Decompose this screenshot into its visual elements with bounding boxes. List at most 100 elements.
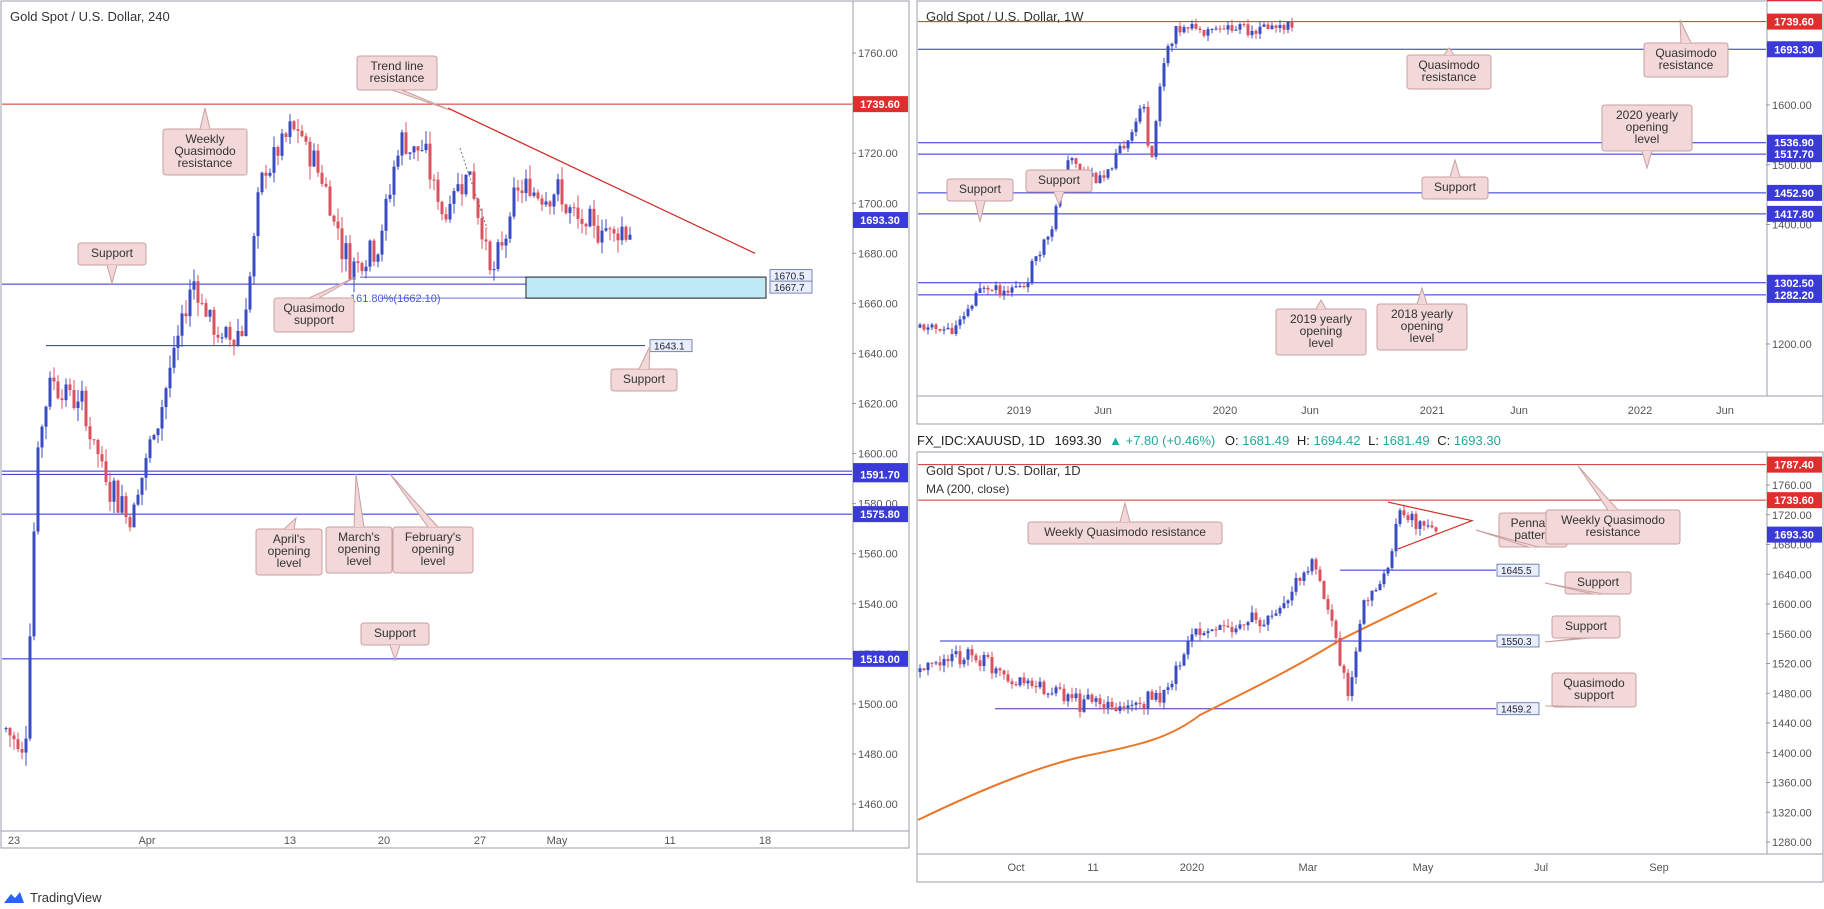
h4-chart-title: Gold Spot / U.S. Dollar, 240 bbox=[10, 9, 170, 24]
w1-y-tick-4: 1600.00 bbox=[1772, 100, 1812, 112]
h4-candle bbox=[112, 480, 116, 502]
d1-candle bbox=[994, 668, 998, 674]
w1-label-support-1-pointer bbox=[1449, 158, 1461, 178]
h4-candle bbox=[284, 133, 288, 137]
h4-candle bbox=[384, 198, 388, 231]
h4-label-march-open-pointer bbox=[353, 473, 365, 528]
d1-candle bbox=[1286, 600, 1290, 604]
d1-candle bbox=[1370, 590, 1374, 601]
h4-candle bbox=[612, 229, 616, 234]
d1-x-tick-4: May bbox=[1413, 862, 1434, 874]
d1-candle bbox=[1426, 525, 1430, 527]
w1-price-tag-4 bbox=[1767, 146, 1822, 163]
d1-candle bbox=[1190, 634, 1194, 641]
w1-candle bbox=[1006, 290, 1010, 293]
h4-label-weekly-qm-resistance-pointer bbox=[199, 107, 211, 130]
w1-candle bbox=[1246, 24, 1250, 36]
d1-y-tick-2: 1360.00 bbox=[1772, 778, 1812, 790]
d1-level-1645-box bbox=[1496, 563, 1540, 577]
h4-candle bbox=[36, 447, 40, 532]
w1-label-2020-yearly-open: 2020 yearly opening level bbox=[1616, 108, 1678, 146]
tradingview-brand[interactable]: TradingView bbox=[30, 890, 102, 905]
h4-candle bbox=[328, 186, 332, 216]
w1-candle bbox=[1198, 28, 1202, 30]
d1-candle bbox=[1282, 603, 1286, 609]
h4-candle bbox=[144, 458, 148, 478]
footer-bar: TradingView bbox=[4, 890, 102, 905]
h4-candle bbox=[592, 208, 596, 226]
w1-candle bbox=[1186, 27, 1190, 29]
d1-candle bbox=[1062, 688, 1066, 702]
h4-candle bbox=[116, 480, 120, 513]
w1-label-support-3-box bbox=[1025, 169, 1093, 193]
h4-candle bbox=[420, 150, 424, 152]
w1-x-tick-5: Jun bbox=[1510, 405, 1528, 417]
h4-candle bbox=[428, 143, 432, 180]
h4-candle bbox=[352, 261, 356, 280]
d1-candle bbox=[986, 654, 990, 657]
w1-label-support-2: Support bbox=[959, 182, 1002, 196]
w1-candle bbox=[1234, 29, 1238, 31]
h4-candle bbox=[576, 207, 580, 219]
h4-candle bbox=[448, 203, 452, 220]
h4-y-tick-13: 1720.00 bbox=[858, 148, 898, 160]
h4-price-tag-text-3: 1591.70 bbox=[860, 469, 900, 481]
tradingview-logo-icon[interactable] bbox=[4, 892, 24, 903]
d1-candle bbox=[1278, 608, 1282, 614]
h4-candle bbox=[288, 121, 292, 137]
h4-price-tag-4 bbox=[853, 506, 908, 523]
w1-candle bbox=[982, 287, 986, 289]
d1-candle bbox=[1298, 577, 1302, 581]
w1-price-tag-5 bbox=[1767, 184, 1822, 201]
h4-label-february-open-box bbox=[392, 526, 474, 574]
d1-candle bbox=[974, 655, 978, 661]
d1-y-tick-9: 1640.00 bbox=[1772, 569, 1812, 581]
chart-stage: 1460.00 1480.00 1500.00 1520.00 1540.00 1560.… bbox=[0, 0, 1824, 883]
h4-label-support-3-pointer bbox=[389, 644, 401, 662]
h4-candle bbox=[600, 230, 604, 243]
h4-candle bbox=[172, 347, 176, 368]
h4-candle bbox=[452, 191, 456, 204]
w1-price-tag-text-7: 1302.50 bbox=[1774, 278, 1814, 290]
d1-candle bbox=[1006, 674, 1010, 682]
w1-candle bbox=[1122, 145, 1126, 149]
w1-candle bbox=[978, 288, 982, 293]
d1-candle bbox=[1222, 625, 1226, 627]
w1-candle bbox=[1210, 28, 1214, 30]
h4-candle bbox=[436, 179, 440, 202]
d1-level-1645: 1645.5 bbox=[1501, 566, 1532, 577]
w1-label-qm-resistance-2-pointer bbox=[1679, 19, 1692, 44]
w1-label-2019-yearly-open-box bbox=[1275, 308, 1367, 356]
h4-candle bbox=[400, 132, 404, 156]
d1-candle bbox=[954, 651, 958, 655]
w1-y-tick-3: 1500.00 bbox=[1772, 160, 1812, 172]
h4-x-tick-0: 23 bbox=[8, 835, 20, 847]
d1-label-support-1-box bbox=[1564, 571, 1632, 595]
w1-label-2020-yearly-open-pointer bbox=[1641, 150, 1653, 170]
d1-candle bbox=[1318, 569, 1322, 581]
d1-candle bbox=[1022, 677, 1026, 684]
h4-candle bbox=[532, 192, 536, 196]
h4-candle bbox=[192, 281, 196, 290]
footer: TradingView bbox=[0, 885, 1824, 909]
w1-candle bbox=[1034, 256, 1038, 262]
h4-candle bbox=[208, 309, 212, 317]
d1-candle bbox=[1306, 571, 1310, 573]
h4-price-tag-3 bbox=[853, 466, 908, 483]
h4-candle bbox=[44, 406, 48, 427]
d1-candle bbox=[1130, 704, 1134, 706]
h4-candle bbox=[276, 147, 280, 156]
d1-candle bbox=[922, 668, 926, 671]
h4-candle bbox=[556, 179, 560, 195]
d1-label-weekly-qm-resistance-2-pointer bbox=[1577, 465, 1619, 511]
h4-candle bbox=[460, 184, 464, 195]
h4-label-support-1: Support bbox=[91, 246, 134, 260]
w1-candle bbox=[1042, 239, 1046, 255]
d1-indicator-label: MA (200, close) bbox=[926, 482, 1009, 496]
d1-candle bbox=[938, 662, 942, 666]
d1-candle bbox=[1238, 624, 1242, 629]
w1-candle bbox=[1218, 28, 1222, 30]
h4-candle bbox=[188, 289, 192, 317]
d1-label-qm-support-box bbox=[1551, 672, 1637, 708]
d1-candle bbox=[1350, 677, 1354, 696]
